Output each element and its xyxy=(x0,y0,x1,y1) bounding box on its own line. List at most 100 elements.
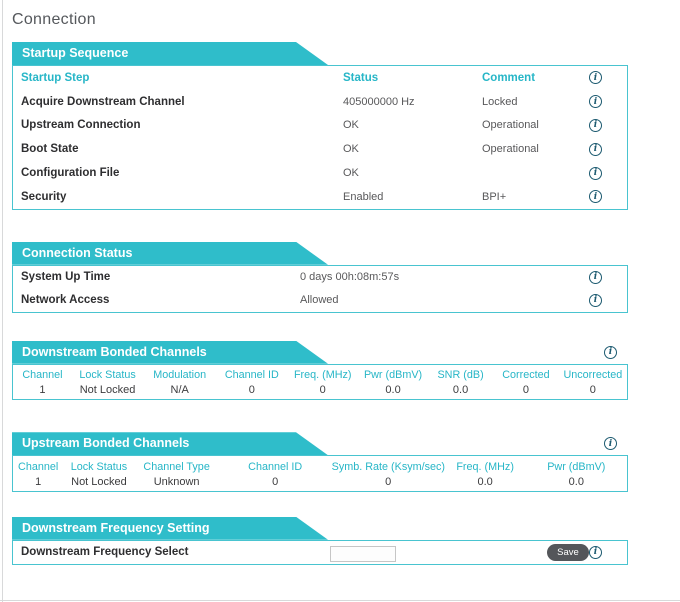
cell-corrected: 0 xyxy=(522,384,530,397)
info-icon[interactable]: i xyxy=(589,118,602,132)
section-downstream-bonded-channels: i Downstream Bonded Channels Channel Loc… xyxy=(12,340,628,401)
downstream-frequency-banner: Downstream Frequency Setting xyxy=(12,516,328,540)
info-icon[interactable]: i xyxy=(589,545,602,559)
cell-pwr: 0.0 xyxy=(385,384,401,397)
info-icon[interactable]: i xyxy=(589,142,602,156)
column-header: Pwr (dBmV) xyxy=(547,460,606,473)
status-value: 0 days 00h:08m:57s xyxy=(300,271,400,284)
table-row: Security Enabled BPI+ i xyxy=(13,185,627,209)
comment-value: Operational xyxy=(482,143,539,156)
table-row: Network Access Allowed i xyxy=(13,289,627,312)
cell-modulation: N/A xyxy=(170,384,189,397)
info-icon[interactable]: i xyxy=(589,293,602,307)
table-row: 1 Not Locked N/A 0 0 0.0 0.0 0 0 xyxy=(13,381,627,399)
page-title: Connection xyxy=(12,11,96,28)
column-header: SNR (dB) xyxy=(437,369,484,382)
comment-value: Operational xyxy=(482,119,539,132)
cell-channel: 1 xyxy=(39,384,46,397)
connection-status-table: System Up Time 0 days 00h:08m:57s i Netw… xyxy=(12,264,628,313)
status-label: Network Access xyxy=(21,294,110,307)
table-row: 1 Not Locked Unknown 0 0 0.0 0.0 xyxy=(13,473,627,491)
cell-channel-type: Unknown xyxy=(153,475,200,488)
page-bottom-border xyxy=(0,600,680,601)
table-header-row: Channel Lock Status Channel Type Channel… xyxy=(13,456,627,473)
info-icon[interactable]: i xyxy=(589,95,602,109)
startup-step-label: Acquire Downstream Channel xyxy=(21,95,185,108)
cell-freq: 0.0 xyxy=(477,475,493,488)
column-header: Channel Type xyxy=(143,460,210,473)
column-header: Uncorrected xyxy=(563,369,623,382)
table-row: System Up Time 0 days 00h:08m:57s i xyxy=(13,266,627,289)
status-value: 405000000 Hz xyxy=(343,95,415,108)
column-header: Channel ID xyxy=(248,460,303,473)
status-label: System Up Time xyxy=(21,271,111,284)
connection-status-banner: Connection Status xyxy=(12,241,328,265)
table-header-row: Startup Step Status Comment i xyxy=(13,66,627,90)
startup-sequence-banner: Startup Sequence xyxy=(12,42,328,65)
downstream-frequency-select-label: Downstream Frequency Select xyxy=(21,546,189,559)
cell-pwr: 0.0 xyxy=(568,475,584,488)
section-startup-sequence: Startup Sequence Startup Step Status Com… xyxy=(12,42,628,210)
startup-step-label: Configuration File xyxy=(21,167,120,180)
downstream-frequency-table: Downstream Frequency Select Save i xyxy=(12,539,628,565)
startup-step-label: Upstream Connection xyxy=(21,119,141,132)
section-connection-status: Connection Status System Up Time 0 days … xyxy=(12,241,628,313)
page-left-border xyxy=(2,0,3,602)
section-downstream-frequency-setting: Downstream Frequency Setting Downstream … xyxy=(12,516,628,565)
cell-snr: 0.0 xyxy=(452,384,469,397)
table-row: Acquire Downstream Channel 405000000 Hz … xyxy=(13,90,627,114)
downstream-bonded-banner: Downstream Bonded Channels xyxy=(12,340,328,364)
cell-channel-id: 0 xyxy=(272,475,279,488)
column-header: Channel ID xyxy=(224,369,279,382)
cell-channel: 1 xyxy=(35,475,42,488)
frequency-input-wrap xyxy=(330,543,416,562)
info-icon[interactable]: i xyxy=(604,345,617,359)
startup-step-label: Boot State xyxy=(21,143,79,156)
column-header-comment: Comment xyxy=(482,71,536,84)
section-upstream-bonded-channels: i Upstream Bonded Channels Channel Lock … xyxy=(12,432,628,492)
comment-value: BPI+ xyxy=(482,190,507,203)
status-value: OK xyxy=(343,167,359,180)
cell-lock-status: Not Locked xyxy=(71,475,127,488)
info-icon[interactable]: i xyxy=(604,437,617,451)
table-header-row: Channel Lock Status Modulation Channel I… xyxy=(13,365,627,382)
column-header: Lock Status xyxy=(70,460,128,473)
info-icon[interactable]: i xyxy=(589,166,602,180)
startup-sequence-table: Startup Step Status Comment i Acquire Do… xyxy=(12,65,628,210)
column-header: Channel xyxy=(22,369,63,382)
column-header-status: Status xyxy=(343,71,379,84)
downstream-frequency-input[interactable] xyxy=(330,545,396,562)
column-header: Freq. (MHz) xyxy=(293,369,352,382)
table-row: Downstream Frequency Select Save i xyxy=(13,541,627,564)
downstream-bonded-table: Channel Lock Status Modulation Channel I… xyxy=(12,363,628,401)
status-value: Allowed xyxy=(300,294,339,307)
info-icon[interactable]: i xyxy=(589,71,602,85)
column-header: Corrected xyxy=(502,369,550,382)
column-header: Modulation xyxy=(153,369,207,382)
status-value: OK xyxy=(343,119,359,132)
info-icon[interactable]: i xyxy=(589,270,602,284)
status-value: OK xyxy=(343,143,359,156)
comment-value: Locked xyxy=(482,95,518,108)
save-button[interactable]: Save xyxy=(547,543,589,561)
info-icon[interactable]: i xyxy=(589,190,602,204)
cell-channel-id: 0 xyxy=(248,384,255,397)
cell-symb-rate: 0 xyxy=(385,475,392,488)
status-value: Enabled xyxy=(343,190,384,203)
table-row: Boot State OK Operational i xyxy=(13,137,627,161)
connection-page: Connection Startup Sequence Startup Step… xyxy=(12,0,628,565)
column-header: Freq. (MHz) xyxy=(456,460,514,473)
upstream-bonded-banner: Upstream Bonded Channels xyxy=(12,432,328,456)
startup-step-label: Security xyxy=(21,190,67,203)
table-row: Upstream Connection OK Operational i xyxy=(13,114,627,138)
table-row: Configuration File OK i xyxy=(13,161,627,185)
column-header: Pwr (dBmV) xyxy=(363,369,423,382)
upstream-bonded-table: Channel Lock Status Channel Type Channel… xyxy=(12,455,628,492)
cell-uncorrected: 0 xyxy=(589,384,596,397)
cell-lock-status: Not Locked xyxy=(79,384,136,397)
cell-freq: 0 xyxy=(319,384,326,397)
column-header-startup-step: Startup Step xyxy=(21,71,90,84)
column-header: Lock Status xyxy=(79,369,136,382)
column-header: Channel xyxy=(18,460,59,473)
column-header: Symb. Rate (Ksym/sec) xyxy=(331,460,445,473)
